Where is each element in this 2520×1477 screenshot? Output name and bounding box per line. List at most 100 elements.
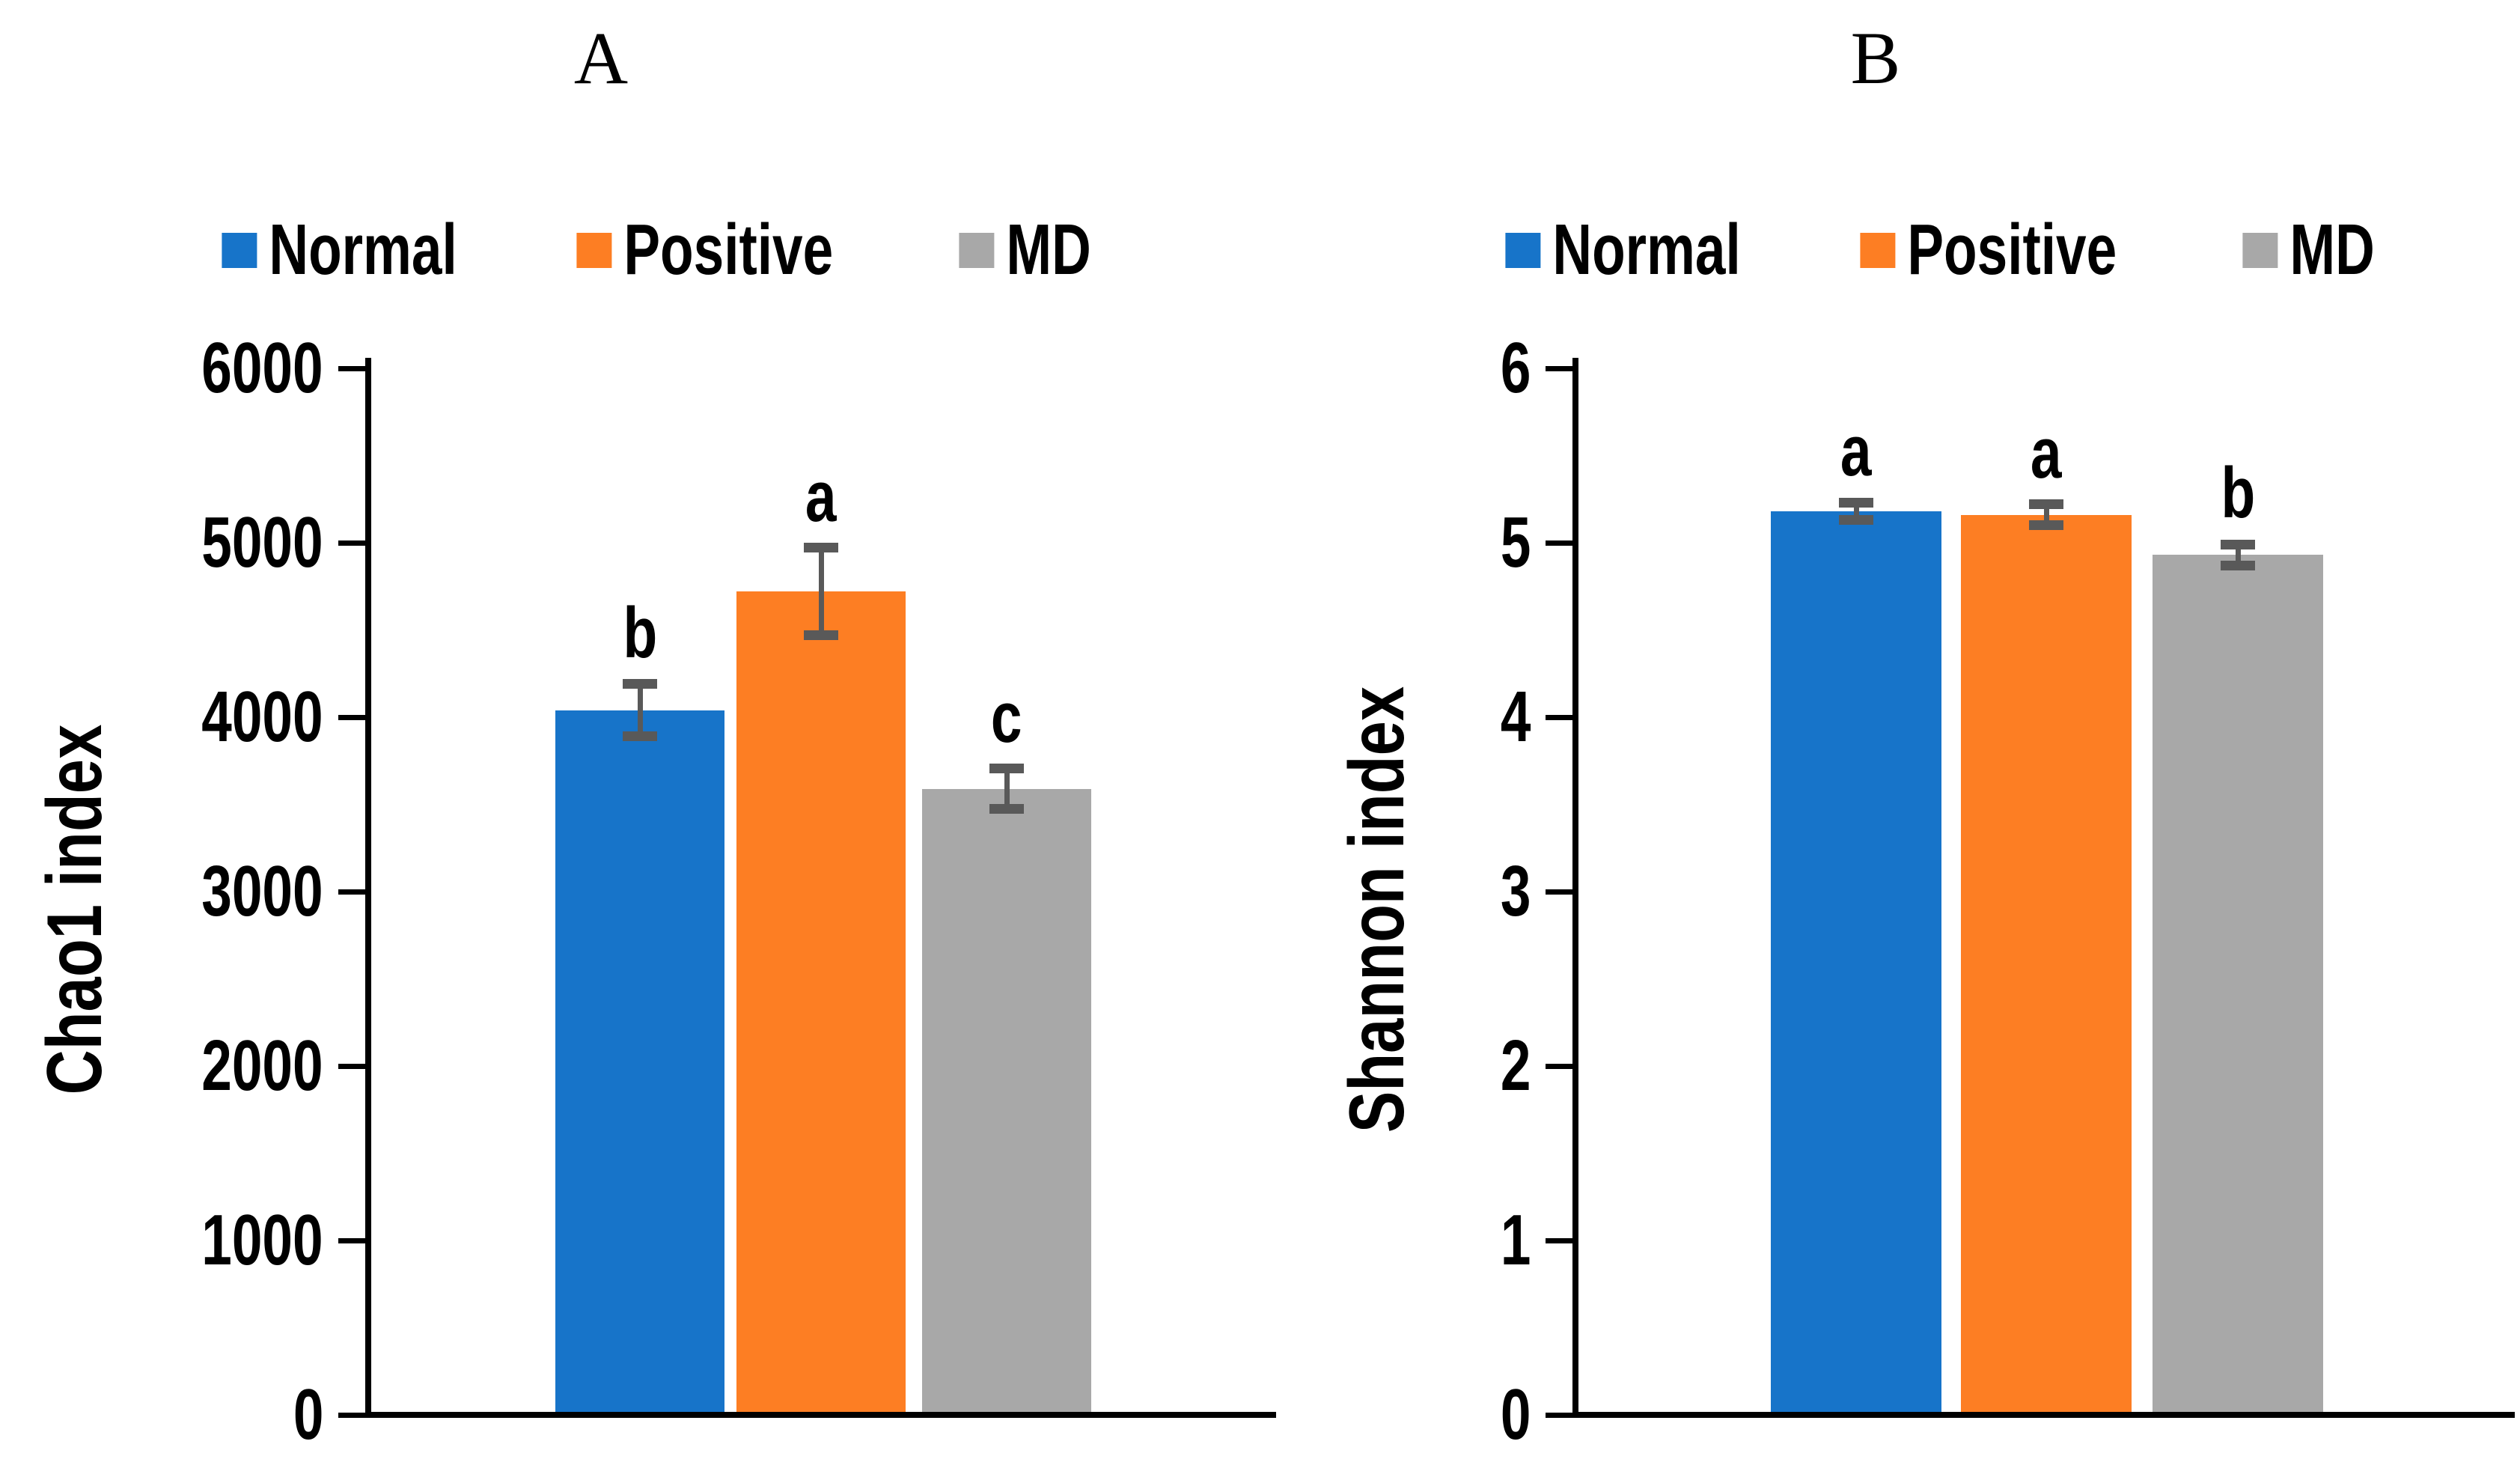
bar-md (922, 788, 1091, 1412)
y-tick (1546, 889, 1572, 895)
y-tick-label-text: 3 (1500, 851, 1531, 931)
y-tick-label: 6000 (24, 332, 323, 404)
panel-title-b: B (1763, 13, 1988, 103)
y-tick (338, 1063, 365, 1069)
error-bar-cap-bottom (2221, 560, 2255, 570)
y-tick-label-text: 3000 (201, 851, 323, 931)
y-tick-label-text: 6000 (201, 328, 323, 408)
y-tick-label-text: 6 (1500, 328, 1531, 408)
bar-normal (555, 710, 724, 1412)
error-bar-cap-bottom (623, 731, 657, 742)
y-tick (1546, 1412, 1572, 1418)
legend-swatch-icon (1505, 232, 1541, 268)
sig-letter-text: a (805, 456, 837, 537)
error-bar-cap-top (804, 543, 838, 553)
legend-swatch-icon (959, 232, 995, 268)
legend: Normal Positive MD (222, 214, 1117, 286)
legend-item-normal: Normal (1505, 214, 1800, 286)
y-tick-label-text: 0 (1500, 1374, 1531, 1455)
y-tick (338, 1237, 365, 1243)
legend-item-md: MD (959, 214, 1117, 286)
legend-swatch-icon (2242, 232, 2278, 268)
sig-letter: a (709, 456, 933, 537)
y-tick-label: 0 (1231, 1379, 1531, 1451)
y-tick (1546, 540, 1572, 546)
sig-letter: b (528, 592, 752, 673)
y-tick-label: 5000 (24, 507, 323, 579)
x-axis-line (365, 1412, 1276, 1418)
error-bar-cap-top (1839, 497, 1873, 508)
y-tick-label-text: 1000 (201, 1200, 323, 1280)
bar-md (2153, 555, 2323, 1412)
y-tick (1546, 1063, 1572, 1069)
y-tick-label-text: 2 (1500, 1026, 1531, 1106)
y-tick-label: 2 (1231, 1030, 1531, 1102)
y-tick (1546, 714, 1572, 720)
legend-label: Positive (1907, 210, 2117, 290)
bar-normal (1771, 511, 1941, 1412)
y-tick (338, 714, 365, 720)
legend-label: MD (2289, 210, 2375, 290)
error-bar (2043, 504, 2049, 526)
y-tick (1546, 1237, 1572, 1243)
panel-title-text: A (573, 16, 629, 100)
bar-positive (1961, 514, 2132, 1412)
y-axis-title-text: Shannon index (1334, 686, 1421, 1133)
y-tick-label: 4000 (24, 681, 323, 753)
legend-label: Positive (623, 210, 833, 290)
error-bar (2235, 544, 2241, 566)
y-tick (1546, 365, 1572, 371)
y-tick-label: 1000 (24, 1205, 323, 1276)
y-tick-label: 3 (1231, 856, 1531, 928)
legend-item-normal: Normal (222, 214, 516, 286)
sig-letter-text: a (1840, 411, 1872, 492)
y-tick-label: 3000 (24, 856, 323, 928)
sig-letter-text: a (2031, 412, 2062, 493)
legend-item-positive: Positive (1860, 214, 2182, 286)
y-tick-label: 5 (1231, 507, 1531, 579)
y-axis-line (365, 358, 371, 1418)
y-tick-label-text: 5 (1500, 502, 1531, 582)
error-bar-cap-top (2221, 539, 2255, 549)
error-bar (818, 547, 824, 636)
y-tick-label-text: 4 (1500, 677, 1531, 757)
y-tick-label: 2000 (24, 1030, 323, 1102)
y-tick-label-text: 1 (1500, 1200, 1531, 1280)
panel-title-a: A (489, 13, 713, 103)
sig-letter-text: b (623, 592, 657, 673)
error-bar-cap-bottom (989, 803, 1024, 814)
y-tick-label-text: 0 (293, 1374, 323, 1455)
sig-letter-text: b (2221, 453, 2255, 534)
legend-label: MD (1006, 210, 1091, 290)
y-tick-label-text: 4000 (201, 677, 323, 757)
y-tick (338, 365, 365, 371)
bar-positive (736, 591, 906, 1412)
legend-swatch-icon (222, 232, 257, 268)
error-bar (637, 683, 643, 737)
error-bar (1853, 502, 1859, 520)
x-axis-line (1572, 1412, 2515, 1418)
y-axis-line (1572, 358, 1578, 1418)
y-axis-title: Chao1 index (0, 725, 524, 1095)
error-bar-cap-bottom (804, 630, 838, 640)
y-tick-label: 1 (1231, 1205, 1531, 1276)
sig-letter: b (2126, 456, 2350, 531)
error-bar-cap-top (989, 764, 1024, 774)
error-bar (1004, 768, 1010, 809)
sig-letter: a (1744, 414, 1968, 489)
y-tick-label: 0 (24, 1379, 323, 1451)
y-tick (338, 889, 365, 895)
legend-label: Normal (269, 210, 457, 290)
sig-letter: c (894, 680, 1119, 755)
y-tick-label: 6 (1231, 332, 1531, 404)
legend-swatch-icon (1860, 232, 1896, 268)
y-tick-label: 4 (1231, 681, 1531, 753)
legend-item-md: MD (2242, 214, 2401, 286)
y-tick-label-text: 5000 (201, 502, 323, 582)
legend-item-positive: Positive (576, 214, 899, 286)
error-bar-cap-bottom (1839, 515, 1873, 526)
y-tick (338, 1412, 365, 1418)
y-tick-label-text: 2000 (201, 1026, 323, 1106)
